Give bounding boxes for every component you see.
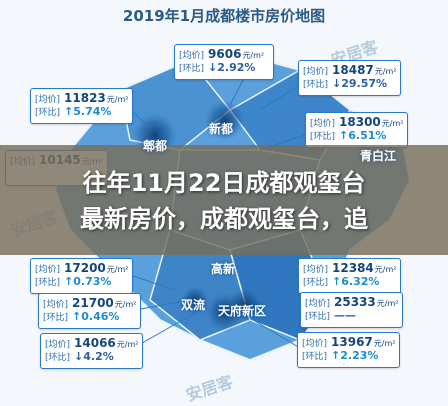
- avg-key: [均价]: [305, 299, 331, 309]
- price-box-1: [均价] 9606 元/m² [环比] ↓2.92%: [174, 44, 274, 80]
- ratio-key: [环比]: [45, 353, 71, 363]
- avg-value: 25333: [334, 295, 376, 309]
- ratio-key: [环比]: [179, 64, 205, 74]
- avg-key: [均价]: [179, 51, 205, 61]
- map-title: 2019年1月成都楼市房价地图: [122, 6, 326, 25]
- price-box-4: [均价] 18300 元/m² [环比] ↑6.51%: [305, 112, 409, 148]
- ratio-value: ↑6.51%: [339, 129, 387, 142]
- ratio-value: ↓29.57%: [332, 77, 388, 90]
- ratio-key: [环比]: [303, 278, 329, 288]
- ratio-value: ——: [334, 309, 357, 322]
- ratio-value: ↓4.2%: [74, 350, 114, 363]
- unit: 元/m²: [374, 67, 397, 76]
- avg-value: 13967: [331, 335, 373, 349]
- avg-key: [均价]: [310, 119, 336, 129]
- avg-key: [均价]: [43, 300, 69, 310]
- ratio-value: ↑0.46%: [72, 310, 120, 323]
- avg-value: 18487: [332, 63, 374, 77]
- avg-value: 12384: [332, 261, 374, 275]
- avg-key: [均价]: [303, 67, 329, 77]
- headline-overlay: [0, 145, 448, 255]
- ratio-key: [环比]: [302, 352, 328, 362]
- ratio-value: ↑6.32%: [332, 275, 380, 288]
- ratio-value: ↓2.92%: [208, 61, 256, 74]
- unit: 元/m²: [106, 95, 129, 104]
- price-box-3: [均价] 11823 元/m² [环比] ↑5.74%: [30, 88, 134, 124]
- avg-value: 14066: [74, 336, 116, 350]
- district-shuangliu: 双流: [181, 298, 206, 312]
- avg-key: [均价]: [45, 340, 71, 350]
- avg-value: 11823: [64, 91, 106, 105]
- ratio-key: [环比]: [35, 108, 61, 118]
- district-gaoxin: 高新: [211, 262, 236, 276]
- unit: 元/m²: [114, 300, 137, 309]
- price-box-8: [均价] 21700 元/m² [环比] ↑0.46%: [38, 293, 142, 329]
- avg-value: 9606: [208, 47, 242, 61]
- ratio-key: [环比]: [310, 132, 336, 142]
- price-box-11: [均价] 13967 元/m² [环比] ↑2.23%: [297, 332, 401, 368]
- unit: 元/m²: [242, 51, 265, 60]
- tianfu-marker: [227, 287, 263, 323]
- ratio-value: ↑2.23%: [331, 349, 379, 362]
- avg-key: [均价]: [302, 339, 328, 349]
- ratio-key: [环比]: [43, 313, 69, 323]
- price-box-10: [均价] 14066 元/m² [环比] ↓4.2%: [40, 333, 144, 369]
- unit: 元/m²: [116, 340, 139, 349]
- ratio-key: [环比]: [305, 312, 331, 322]
- unit: 元/m²: [374, 265, 397, 274]
- district-qingbaijiang: 青白江: [360, 149, 397, 163]
- avg-value: 21700: [72, 296, 114, 310]
- district-xindu: 新都: [209, 122, 234, 136]
- ratio-key: [环比]: [303, 80, 329, 90]
- headline-line1: 往年11月22日成都观玺台: [82, 169, 366, 197]
- district-pixian: 郫都: [143, 139, 168, 153]
- price-box-9: [均价] 25333 元/m² [环比] ——: [300, 292, 404, 328]
- headline-line2: 最新房价，成都观玺台，追: [80, 205, 368, 233]
- avg-key: [均价]: [35, 95, 61, 105]
- avg-key: [均价]: [35, 265, 61, 275]
- unit: 元/m²: [373, 339, 396, 348]
- ratio-value: ↑5.74%: [64, 105, 112, 118]
- xindu-marker: [205, 100, 245, 140]
- unit: 元/m²: [106, 265, 129, 274]
- avg-value: 17200: [64, 261, 106, 275]
- ratio-key: [环比]: [35, 278, 61, 288]
- ratio-value: ↑0.73%: [64, 275, 112, 288]
- price-box-6: [均价] 17200 元/m² [环比] ↑0.73%: [30, 258, 134, 294]
- avg-key: [均价]: [303, 265, 329, 275]
- headline: 往年11月22日成都观玺台 最新房价，成都观玺台，追: [0, 165, 448, 237]
- avg-value: 18300: [339, 115, 381, 129]
- unit: 元/m²: [381, 119, 404, 128]
- shuangliu-marker: [181, 286, 209, 314]
- district-tianfu: 天府新区: [218, 304, 267, 318]
- unit: 元/m²: [376, 299, 399, 308]
- price-box-2: [均价] 18487 元/m² [环比] ↓29.57%: [298, 60, 402, 96]
- price-box-7: [均价] 12384 元/m² [环比] ↑6.32%: [298, 258, 402, 294]
